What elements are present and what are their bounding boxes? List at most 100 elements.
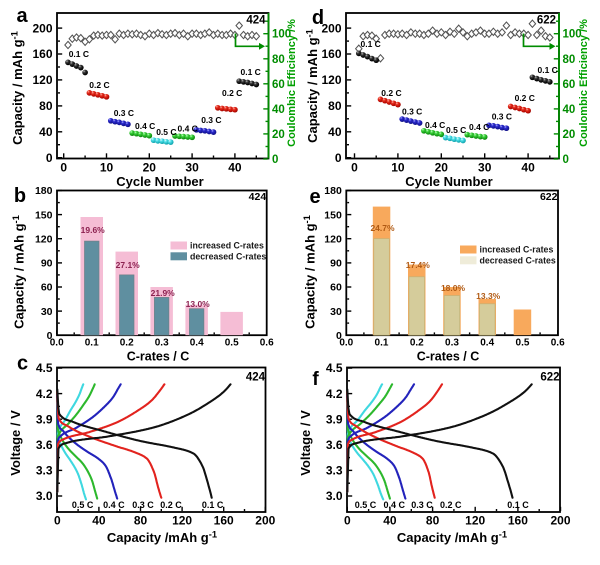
svg-text:80: 80 (426, 514, 440, 528)
svg-text:120: 120 (465, 514, 485, 528)
svg-text:80: 80 (39, 99, 53, 113)
svg-text:increased C-rates: increased C-rates (480, 245, 554, 255)
svg-text:0.2 C: 0.2 C (515, 93, 535, 103)
svg-text:0.3: 0.3 (445, 338, 459, 349)
svg-text:30: 30 (185, 161, 199, 175)
svg-text:0.1: 0.1 (85, 338, 99, 349)
svg-text:10: 10 (391, 161, 405, 175)
svg-text:0: 0 (54, 514, 61, 528)
svg-text:90: 90 (41, 258, 53, 270)
svg-text:0.5 C: 0.5 C (355, 500, 377, 510)
svg-text:200: 200 (321, 21, 341, 35)
svg-text:Capacity / mAh g-1: Capacity / mAh g-1 (10, 215, 27, 329)
svg-text:200: 200 (255, 514, 275, 528)
svg-text:622: 622 (537, 15, 556, 27)
svg-text:100: 100 (272, 29, 291, 41)
svg-text:Capacity / mAh g-1: Capacity / mAh g-1 (9, 31, 26, 145)
svg-text:60: 60 (41, 282, 53, 294)
svg-text:40: 40 (563, 104, 576, 116)
svg-text:40: 40 (328, 125, 342, 139)
svg-text:4.2: 4.2 (326, 387, 343, 401)
svg-text:120: 120 (324, 233, 342, 245)
svg-text:160: 160 (32, 47, 52, 61)
svg-text:60: 60 (330, 282, 342, 294)
svg-text:0.2 C: 0.2 C (222, 88, 242, 98)
svg-text:30: 30 (41, 306, 53, 318)
svg-text:19.6%: 19.6% (81, 225, 106, 235)
svg-text:3.0: 3.0 (326, 489, 343, 503)
svg-text:0.0: 0.0 (339, 338, 353, 349)
svg-text:40: 40 (521, 161, 535, 175)
svg-text:0.2 C: 0.2 C (89, 80, 109, 90)
svg-text:0: 0 (563, 154, 569, 166)
svg-text:0: 0 (336, 330, 342, 342)
svg-text:0.4 C: 0.4 C (469, 122, 489, 132)
svg-text:f: f (312, 369, 319, 390)
svg-text:3.6: 3.6 (326, 438, 343, 452)
svg-text:30: 30 (478, 161, 492, 175)
svg-text:3.9: 3.9 (326, 412, 343, 426)
svg-text:80: 80 (134, 514, 148, 528)
svg-text:d: d (312, 7, 324, 29)
svg-text:424: 424 (246, 15, 266, 27)
svg-text:10: 10 (100, 161, 114, 175)
svg-text:20: 20 (435, 161, 449, 175)
svg-text:13.3%: 13.3% (476, 291, 501, 301)
svg-text:0.5: 0.5 (516, 338, 530, 349)
svg-text:150: 150 (324, 209, 342, 221)
svg-text:0.2 C: 0.2 C (440, 500, 462, 510)
svg-text:120: 120 (321, 73, 341, 87)
svg-text:e: e (309, 186, 320, 208)
svg-text:40: 40 (272, 104, 285, 116)
svg-text:0.1 C: 0.1 C (241, 67, 261, 77)
svg-text:0.5 C: 0.5 C (72, 500, 94, 510)
svg-text:3.6: 3.6 (36, 438, 53, 452)
svg-text:150: 150 (35, 209, 53, 221)
svg-text:21.9%: 21.9% (151, 288, 176, 298)
svg-text:decreased C-rates: decreased C-rates (480, 256, 556, 266)
svg-text:Capacity /mAh g-1: Capacity /mAh g-1 (107, 529, 217, 546)
svg-text:0.5: 0.5 (225, 338, 239, 349)
svg-text:30: 30 (330, 306, 342, 318)
svg-text:180: 180 (324, 185, 342, 197)
svg-text:4.2: 4.2 (36, 387, 53, 401)
svg-text:80: 80 (272, 54, 285, 66)
svg-text:0.4 C: 0.4 C (384, 500, 406, 510)
svg-text:b: b (14, 185, 26, 207)
svg-text:90: 90 (330, 258, 342, 270)
svg-text:0.1: 0.1 (375, 338, 389, 349)
svg-text:4.5: 4.5 (36, 361, 53, 375)
svg-text:0.3 C: 0.3 C (492, 112, 512, 122)
svg-text:c: c (17, 353, 28, 375)
svg-text:0.3: 0.3 (155, 338, 169, 349)
svg-text:0.1 C: 0.1 C (507, 500, 529, 510)
svg-text:0.4: 0.4 (480, 338, 494, 349)
svg-text:Capacity /mAh g-1: Capacity /mAh g-1 (397, 529, 507, 546)
svg-text:424: 424 (249, 191, 267, 203)
svg-text:3.0: 3.0 (36, 489, 53, 503)
svg-text:0.1 C: 0.1 C (538, 65, 558, 75)
svg-text:0: 0 (351, 161, 358, 175)
svg-text:0.3 C: 0.3 C (402, 107, 422, 117)
svg-text:Capacity / mAh g-1: Capacity / mAh g-1 (304, 29, 321, 143)
svg-text:3.9: 3.9 (36, 412, 53, 426)
svg-text:40: 40 (92, 514, 106, 528)
svg-text:0.5 C: 0.5 C (446, 125, 466, 135)
svg-text:200: 200 (550, 514, 570, 528)
svg-text:0.1 C: 0.1 C (202, 500, 224, 510)
svg-text:0.5 C: 0.5 C (156, 127, 176, 137)
svg-text:27.1%: 27.1% (116, 260, 141, 270)
svg-text:120: 120 (35, 233, 53, 245)
svg-text:0: 0 (335, 151, 342, 165)
svg-text:80: 80 (563, 54, 576, 66)
svg-text:0.6: 0.6 (551, 338, 565, 349)
svg-text:Voltage / V: Voltage / V (298, 410, 313, 476)
svg-text:40: 40 (39, 125, 53, 139)
svg-text:40: 40 (228, 161, 242, 175)
svg-text:a: a (16, 5, 28, 27)
svg-text:0.0: 0.0 (50, 338, 64, 349)
svg-text:17.4%: 17.4% (406, 260, 431, 270)
svg-text:0.1 C: 0.1 C (361, 39, 381, 49)
svg-text:120: 120 (172, 514, 192, 528)
svg-text:13.0%: 13.0% (186, 299, 211, 309)
